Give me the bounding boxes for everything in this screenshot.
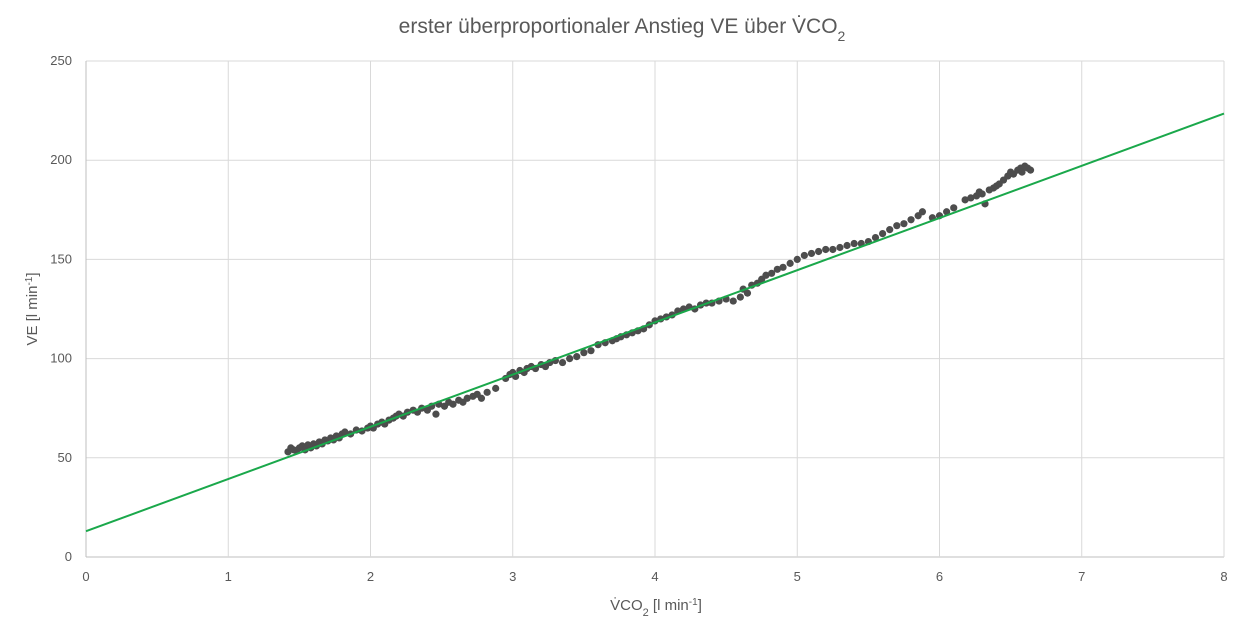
x-tick-label: 4: [651, 569, 658, 584]
y-axis-title: VE [l min-1]: [24, 272, 42, 345]
data-point: [580, 349, 588, 357]
y-tick-label: 150: [50, 251, 72, 266]
data-point: [879, 230, 887, 238]
data-point: [900, 220, 908, 228]
x-tick-label: 6: [936, 569, 943, 584]
x-tick-label: 7: [1078, 569, 1085, 584]
data-point: [967, 194, 975, 202]
data-point: [814, 247, 823, 256]
x-tick-label: 1: [225, 569, 232, 584]
grid-lines: [85, 60, 1225, 558]
y-tick-label: 0: [65, 549, 72, 564]
x-tick-label: 0: [82, 569, 89, 584]
data-point: [483, 388, 491, 396]
data-point: [492, 384, 500, 392]
data-point: [918, 208, 927, 216]
data-point: [786, 259, 794, 267]
data-point: [768, 269, 776, 277]
data-point: [773, 265, 781, 273]
y-tick-label: 200: [50, 152, 72, 167]
data-point: [779, 263, 787, 271]
data-point: [1026, 166, 1035, 174]
data-point: [807, 249, 816, 258]
data-point: [800, 251, 808, 260]
y-tick-label: 50: [58, 450, 72, 465]
data-point: [961, 196, 969, 204]
data-point: [762, 271, 770, 279]
data-point: [843, 241, 851, 250]
data-point: [950, 204, 958, 212]
data-point: [341, 428, 349, 436]
data-point: [907, 216, 915, 224]
data-point: [793, 255, 801, 263]
y-axis-tick-labels: 0 50 100 150 200 250: [50, 53, 72, 564]
data-point: [886, 226, 894, 234]
x-tick-label: 5: [794, 569, 801, 584]
data-point: [449, 400, 457, 408]
x-tick-label: 3: [509, 569, 516, 584]
data-points: [284, 162, 1035, 456]
data-point: [978, 190, 986, 198]
chart-title: erster überproportionaler Anstieg VE übe…: [399, 15, 846, 44]
data-point: [477, 394, 486, 402]
x-axis-tick-labels: 0 1 2 3 4 5 6 7 8: [82, 569, 1227, 584]
data-point: [432, 410, 440, 418]
data-point: [573, 353, 581, 361]
data-point: [943, 208, 951, 216]
data-point: [566, 355, 574, 363]
data-point: [587, 347, 595, 355]
x-tick-label: 8: [1220, 569, 1227, 584]
data-point: [829, 245, 837, 254]
y-tick-label: 100: [50, 351, 72, 366]
data-point: [463, 394, 471, 402]
data-point: [558, 358, 567, 367]
data-point: [822, 245, 830, 254]
x-axis-title: V̇CO2 [l min-1]: [610, 597, 702, 620]
data-point: [743, 289, 752, 297]
trendline: [85, 112, 1225, 533]
data-point: [736, 293, 744, 301]
data-point: [850, 239, 858, 248]
x-tick-label: 2: [367, 569, 374, 584]
data-point: [729, 297, 737, 305]
data-point: [1018, 168, 1026, 176]
data-point: [871, 233, 880, 242]
y-tick-label: 250: [50, 53, 72, 68]
data-point: [836, 243, 844, 252]
data-point: [893, 222, 901, 230]
trendline-group: [85, 112, 1225, 533]
